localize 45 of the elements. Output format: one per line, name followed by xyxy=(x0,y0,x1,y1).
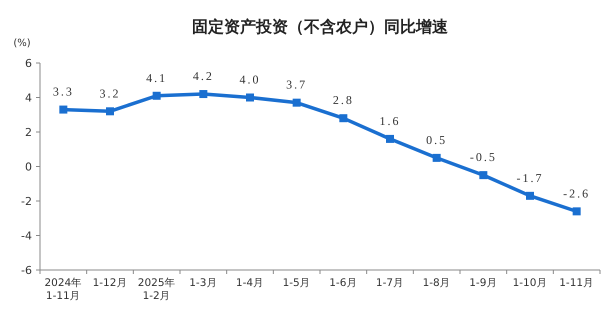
y-tick-label: -2 xyxy=(21,195,32,208)
x-tick-label: 1-4月 xyxy=(236,277,264,289)
point xyxy=(199,90,208,98)
point xyxy=(572,207,581,216)
chart-title: 固定资产投资（不含农户）同比增速 xyxy=(192,17,449,36)
point xyxy=(339,114,348,122)
data-label: 2.8 xyxy=(332,93,354,108)
data-label: 3.2 xyxy=(100,86,120,100)
x-tick-label: 1-11月 xyxy=(559,277,594,289)
data-label: 3.7 xyxy=(286,78,308,92)
y-tick-label: 0 xyxy=(25,160,32,174)
point xyxy=(479,171,488,180)
y-tick-label: 6 xyxy=(25,57,32,70)
point xyxy=(152,92,161,100)
data-label: -0.5 xyxy=(470,150,497,164)
data-label: 1.6 xyxy=(380,114,400,128)
x-tick-label: 1-6月 xyxy=(329,277,358,289)
data-label: 4.0 xyxy=(240,72,260,86)
point xyxy=(59,106,68,114)
x-tick-label: 1-9月 xyxy=(469,277,498,289)
point xyxy=(386,134,394,143)
x-tick-label: 1-5月 xyxy=(282,277,311,289)
x-tick-label: 2025年 1-2月 xyxy=(138,277,176,302)
y-tick-label: -4 xyxy=(21,230,32,242)
data-label: 3.3 xyxy=(52,84,74,99)
x-tick-label: 1-8月 xyxy=(422,277,451,289)
x-tick-label: 1-12月 xyxy=(92,277,128,289)
y-axis-title: (%) xyxy=(13,38,31,49)
point xyxy=(526,192,534,200)
x-tick-label: 1-7月 xyxy=(376,277,404,289)
x-tick-label: 2024年 1-11月 xyxy=(44,277,82,302)
data-label: 0.5 xyxy=(426,132,448,147)
data-label: -2.6 xyxy=(563,186,590,200)
y-tick-label: 2 xyxy=(25,126,32,139)
x-tick-label: 1-10月 xyxy=(512,277,548,289)
y-tick-label: -6 xyxy=(21,264,32,277)
data-label: -1.7 xyxy=(516,170,544,185)
y-tick-label: 4 xyxy=(25,92,32,104)
data-label: 4.1 xyxy=(146,70,168,85)
point xyxy=(246,94,254,102)
point xyxy=(292,98,301,107)
point xyxy=(432,154,441,162)
x-tick-label: 1-3月 xyxy=(189,277,218,289)
data-label: 4.2 xyxy=(192,69,214,84)
point xyxy=(106,107,114,116)
